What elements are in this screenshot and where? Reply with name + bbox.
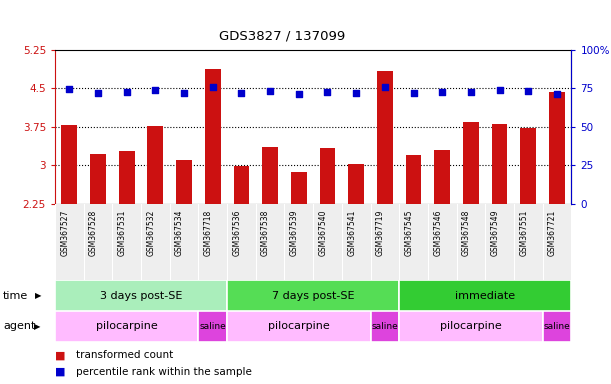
Bar bbox=[205, 70, 221, 204]
Point bbox=[93, 90, 103, 96]
Bar bbox=[62, 125, 77, 204]
Bar bbox=[55, 280, 227, 311]
Point bbox=[524, 88, 533, 94]
Text: GSM367527: GSM367527 bbox=[60, 210, 69, 256]
Text: GSM367531: GSM367531 bbox=[118, 210, 126, 256]
Text: GSM367551: GSM367551 bbox=[519, 210, 529, 256]
Bar bbox=[543, 311, 571, 342]
Bar bbox=[399, 311, 543, 342]
Point bbox=[265, 88, 275, 94]
Text: ▶: ▶ bbox=[35, 291, 42, 300]
Text: GSM367545: GSM367545 bbox=[404, 210, 414, 256]
Text: ■: ■ bbox=[55, 350, 65, 360]
Bar bbox=[90, 154, 106, 204]
Bar bbox=[199, 311, 227, 342]
Text: GSM367549: GSM367549 bbox=[491, 210, 500, 256]
Bar bbox=[406, 155, 422, 204]
Text: ■: ■ bbox=[55, 367, 65, 377]
Bar bbox=[227, 311, 370, 342]
Text: 3 days post-SE: 3 days post-SE bbox=[100, 291, 182, 301]
Bar bbox=[233, 166, 249, 204]
Text: saline: saline bbox=[371, 322, 398, 331]
Text: GSM367721: GSM367721 bbox=[548, 210, 557, 256]
Text: GSM367546: GSM367546 bbox=[433, 210, 442, 256]
Text: time: time bbox=[3, 291, 28, 301]
Point bbox=[437, 89, 447, 96]
Point bbox=[323, 89, 332, 95]
Bar bbox=[147, 126, 163, 204]
Bar bbox=[399, 280, 571, 311]
Bar bbox=[227, 280, 399, 311]
Text: 7 days post-SE: 7 days post-SE bbox=[272, 291, 354, 301]
Text: GSM367719: GSM367719 bbox=[376, 210, 385, 256]
Point bbox=[495, 87, 505, 93]
Text: GDS3827 / 137099: GDS3827 / 137099 bbox=[219, 29, 346, 42]
Text: GSM367528: GSM367528 bbox=[89, 210, 98, 256]
Text: pilocarpine: pilocarpine bbox=[268, 321, 330, 331]
Text: pilocarpine: pilocarpine bbox=[440, 321, 502, 331]
Bar bbox=[492, 124, 508, 204]
Point bbox=[236, 90, 246, 96]
Point bbox=[64, 86, 74, 93]
Bar bbox=[348, 164, 364, 204]
Text: GSM367548: GSM367548 bbox=[462, 210, 471, 256]
Point bbox=[208, 84, 218, 90]
Text: transformed count: transformed count bbox=[76, 350, 174, 360]
Bar bbox=[176, 160, 192, 204]
Text: GSM367539: GSM367539 bbox=[290, 210, 299, 256]
Bar bbox=[291, 172, 307, 204]
Text: agent: agent bbox=[3, 321, 35, 331]
Text: saline: saline bbox=[199, 322, 226, 331]
Bar bbox=[119, 151, 134, 204]
Point bbox=[150, 87, 160, 93]
Point bbox=[351, 90, 361, 96]
Point bbox=[552, 91, 562, 98]
Text: percentile rank within the sample: percentile rank within the sample bbox=[76, 367, 252, 377]
Text: GSM367538: GSM367538 bbox=[261, 210, 270, 256]
Bar bbox=[262, 147, 278, 204]
Point bbox=[122, 89, 131, 96]
Text: GSM367540: GSM367540 bbox=[318, 210, 327, 256]
Bar bbox=[463, 122, 479, 204]
Text: pilocarpine: pilocarpine bbox=[96, 321, 158, 331]
Point bbox=[466, 89, 476, 95]
Bar bbox=[521, 128, 536, 204]
Point bbox=[294, 91, 304, 97]
Text: GSM367536: GSM367536 bbox=[232, 210, 241, 256]
Bar bbox=[55, 311, 199, 342]
Text: GSM367534: GSM367534 bbox=[175, 210, 184, 256]
Bar bbox=[320, 148, 335, 204]
Bar bbox=[549, 92, 565, 204]
Text: GSM367541: GSM367541 bbox=[347, 210, 356, 256]
Text: immediate: immediate bbox=[455, 291, 515, 301]
Text: GSM367718: GSM367718 bbox=[203, 210, 213, 256]
Point bbox=[380, 84, 390, 90]
Text: GSM367532: GSM367532 bbox=[147, 210, 155, 256]
Point bbox=[179, 90, 189, 96]
Bar bbox=[377, 71, 393, 204]
Bar bbox=[434, 150, 450, 204]
Text: saline: saline bbox=[544, 322, 570, 331]
Bar bbox=[370, 311, 399, 342]
Point bbox=[409, 90, 419, 96]
Text: ▶: ▶ bbox=[34, 322, 40, 331]
